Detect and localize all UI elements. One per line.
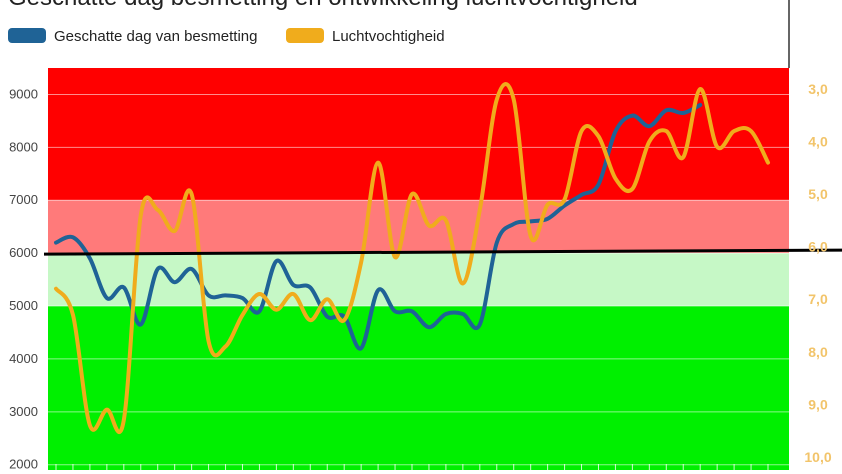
legend-label-infection: Geschatte dag van besmetting [54, 28, 257, 45]
band-1 [48, 200, 789, 254]
y-axis-right: 3,0 4,0 5,0 6,0 7,0 8,0 9,0 10,0 [804, 81, 831, 465]
y-right-tick-label: 7,0 [808, 291, 828, 307]
band-3 [48, 306, 789, 470]
legend-label-humidity: Luchtvochtigheid [332, 28, 445, 45]
series-line-infection [54, 103, 703, 351]
y-left-tick-label: 9000 [9, 86, 38, 101]
background-bands [48, 68, 789, 470]
legend-swatch-infection [8, 28, 46, 43]
series-line-humidity [54, 82, 770, 434]
chart-title: Geschatte dag besmetting en ontwikkeling… [8, 0, 638, 11]
band-2 [48, 253, 789, 307]
y-axis-left: 2000 3000 4000 5000 6000 7000 8000 9000 [9, 86, 38, 471]
y-left-tick-label: 8000 [9, 139, 38, 154]
y-left-tick-label: 4000 [9, 351, 38, 366]
y-right-tick-label: 9,0 [808, 396, 828, 412]
y-left-tick-label: 6000 [9, 245, 38, 260]
x-axis-ticks [55, 464, 769, 470]
y-right-tick-label: 5,0 [808, 186, 828, 202]
y-left-tick-label: 3000 [9, 404, 38, 419]
band-0 [48, 68, 789, 201]
y-right-tick-label: 4,0 [808, 134, 828, 150]
legend: Geschatte dag van besmetting Luchtvochti… [8, 28, 445, 45]
series-layer [54, 82, 770, 434]
y-right-tick-label: 8,0 [808, 344, 828, 360]
y-left-tick-label: 7000 [9, 192, 38, 207]
legend-swatch-humidity [286, 28, 324, 43]
y-right-tick-label: 10,0 [804, 449, 831, 465]
y-right-tick-label: 6,0 [808, 239, 828, 255]
threshold-line [43, 248, 842, 256]
y-left-tick-label: 2000 [9, 457, 38, 472]
y-right-tick-label: 3,0 [808, 81, 828, 97]
y-left-tick-label: 5000 [9, 298, 38, 313]
